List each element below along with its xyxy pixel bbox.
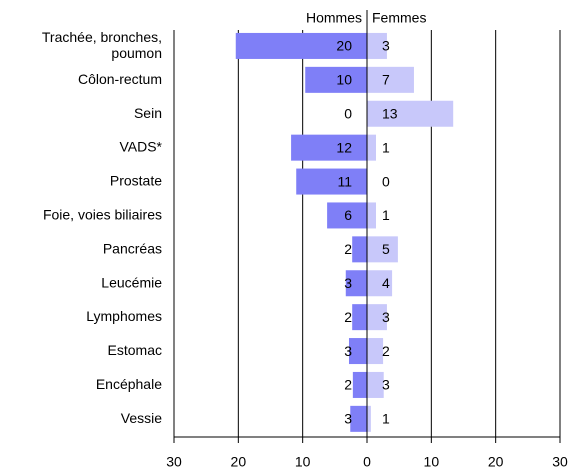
data-label: 5 [382, 241, 390, 257]
data-label: 1 [382, 207, 390, 223]
data-label: 3 [382, 309, 390, 325]
category-label: Lymphomes [86, 308, 162, 324]
data-label: 0 [382, 173, 390, 189]
category-label: Prostate [110, 172, 162, 188]
data-label: 3 [344, 411, 352, 427]
bar [348, 338, 367, 365]
x-tick-label: 10 [424, 454, 440, 470]
category-label: Côlon-rectum [78, 71, 162, 87]
bar [367, 405, 371, 432]
bar [367, 236, 398, 263]
bar [367, 371, 384, 398]
data-label: 4 [382, 275, 390, 291]
data-label: 1 [382, 411, 390, 427]
x-tick-label: 30 [552, 454, 568, 470]
bar [352, 236, 367, 263]
legend-label: Femmes [372, 10, 426, 26]
data-label: 2 [344, 377, 352, 393]
bar [367, 100, 454, 127]
x-tick-label: 30 [166, 454, 182, 470]
data-label: 3 [344, 275, 352, 291]
bar [345, 270, 367, 297]
bar [367, 304, 387, 331]
bar [367, 270, 393, 297]
category-label: Foie, voies biliaires [43, 206, 162, 222]
data-label: 12 [336, 139, 352, 155]
bar [352, 371, 367, 398]
category-label: Pancréas [103, 240, 162, 256]
bar [327, 202, 367, 229]
category-label: Estomac [108, 342, 162, 358]
bar [367, 66, 414, 93]
bar [296, 168, 367, 195]
category-label: Vessie [121, 410, 162, 426]
bar [352, 304, 367, 331]
data-label: 3 [382, 38, 390, 54]
data-label: 0 [344, 105, 352, 121]
category-label: VADS* [119, 138, 162, 154]
category-label: Leucémie [101, 274, 162, 290]
bar [367, 32, 387, 59]
x-tick-label: 20 [231, 454, 247, 470]
bar [367, 134, 377, 161]
data-label: 7 [382, 72, 390, 88]
bar [350, 405, 367, 432]
bar [367, 202, 377, 229]
x-tick-label: 10 [295, 454, 311, 470]
x-tick-label: 0 [363, 454, 371, 470]
data-label: 3 [344, 343, 352, 359]
data-label: 2 [344, 309, 352, 325]
bar [235, 32, 367, 59]
category-label: Trachée, bronches, poumon [42, 29, 162, 61]
data-label: 6 [344, 207, 352, 223]
data-label: 20 [336, 38, 352, 54]
data-label: 11 [337, 173, 352, 189]
category-label: Sein [134, 104, 162, 120]
category-label: Encéphale [96, 376, 162, 392]
data-label: 2 [344, 241, 352, 257]
bar [305, 66, 367, 93]
bar [291, 134, 367, 161]
data-label: 13 [382, 105, 398, 121]
bar [367, 338, 384, 365]
data-label: 3 [382, 377, 390, 393]
data-label: 10 [336, 72, 352, 88]
x-tick-label: 20 [488, 454, 504, 470]
legend-label: Hommes [306, 10, 362, 26]
data-label: 2 [382, 343, 390, 359]
data-label: 1 [382, 139, 390, 155]
